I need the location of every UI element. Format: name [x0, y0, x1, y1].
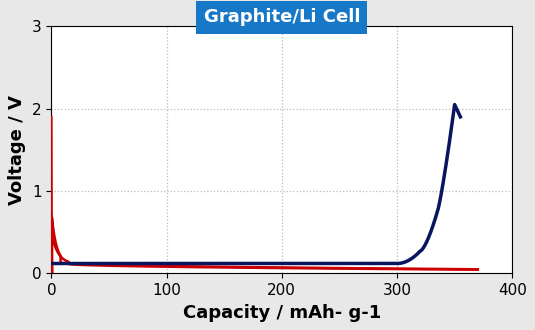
Y-axis label: Voltage / V: Voltage / V: [9, 95, 26, 205]
X-axis label: Capacity / mAh- g-1: Capacity / mAh- g-1: [182, 304, 381, 322]
Title: Graphite/Li Cell: Graphite/Li Cell: [203, 8, 360, 26]
